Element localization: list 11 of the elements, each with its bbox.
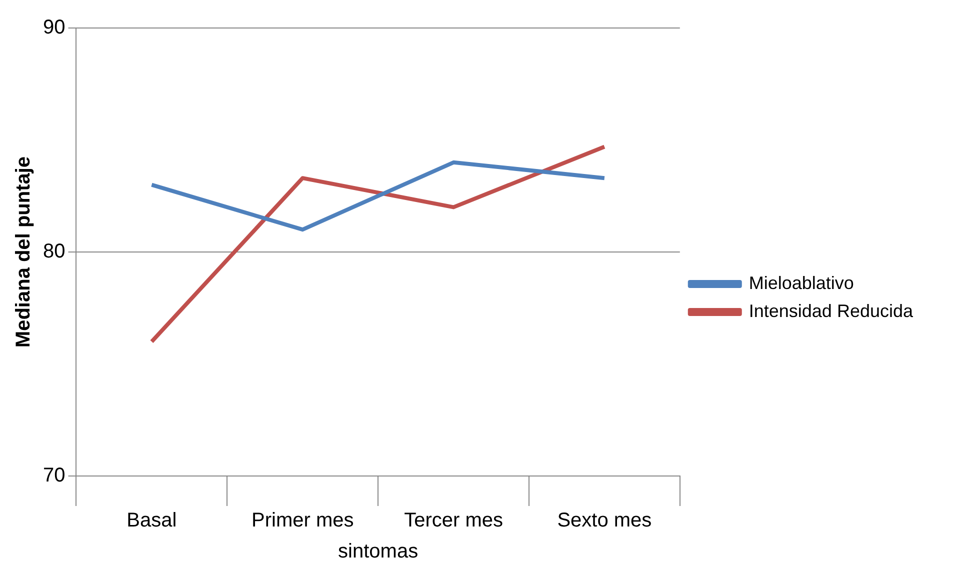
y-axis-title: Mediana del puntaje [12, 156, 35, 348]
x-tick-label: Tercer mes [404, 510, 503, 532]
x-tick-label: Sexto mes [557, 510, 652, 532]
legend-label: Mieloablativo [748, 272, 854, 293]
y-tick-label: 80 [42, 240, 66, 263]
y-tick-label: 70 [42, 464, 66, 487]
x-tick-label: Primer mes [251, 510, 354, 532]
x-axis-title: sintomas [338, 540, 418, 563]
y-tick-label: 90 [42, 16, 66, 39]
legend-label: Intensidad Reducida [748, 300, 914, 321]
x-tick-label: Basal [126, 510, 177, 532]
